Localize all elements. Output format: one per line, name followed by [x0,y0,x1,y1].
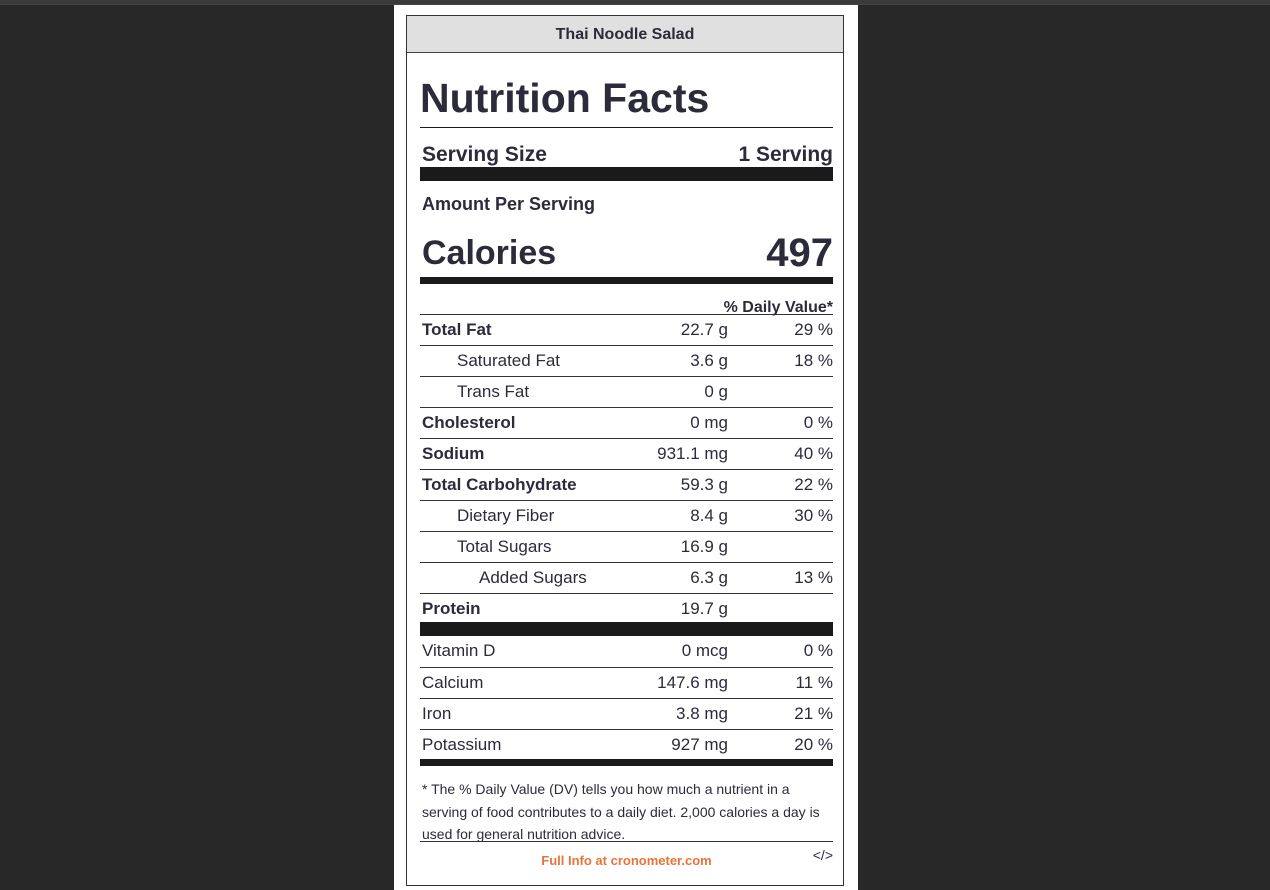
nutrient-amount: 22.7 g [680,320,728,339]
nutrient-amount: 19.7 g [680,599,728,618]
medium-divider [420,759,833,766]
serving-size-row: Serving Size 1 Serving [420,137,833,173]
daily-value-header: % Daily Value* [723,299,833,316]
nutrient-dv: 0 % [803,413,833,432]
nutrient-row: Dietary Fiber 8.4 g 30 % [420,500,833,530]
divider [420,127,833,128]
amount-per-serving: Amount Per Serving [422,194,596,214]
nutrient-dv: 13 % [794,568,833,587]
thick-divider [420,167,833,181]
top-bar [0,0,1270,5]
recipe-title: Thai Noodle Salad [407,16,843,53]
vitamin-amount: 927 mg [671,735,728,754]
vitamin-row: Iron 3.8 mg 21 % [420,698,833,728]
nutrient-name: Saturated Fat [457,351,561,370]
nutrient-name: Added Sugars [479,568,587,587]
nutrient-amount: 3.6 g [690,351,728,370]
vitamin-dv: 20 % [794,735,833,754]
nutrient-row: Added Sugars 6.3 g 13 % [420,562,833,592]
nutrient-dv: 30 % [794,506,833,525]
nutrient-row: Protein 19.7 g [420,593,833,623]
nutrient-amount: 8.4 g [690,506,728,525]
nutrient-dv: 18 % [794,351,833,370]
calories-value: 497 [766,231,833,275]
nutrient-row: Total Carbohydrate 59.3 g 22 % [420,469,833,499]
nutrient-name: Total Carbohydrate [422,475,577,494]
nutrient-row: Trans Fat 0 g [420,376,833,406]
calories-row: Calories 497 [420,228,833,278]
vitamin-name: Calcium [422,673,484,692]
nutrient-name: Cholesterol [422,413,516,432]
serving-size-value: 1 Serving [738,143,833,166]
vitamin-amount: 147.6 mg [657,673,728,692]
vitamin-dv: 21 % [794,704,833,723]
nutrient-amount: 0 g [704,382,728,401]
embed-code-icon[interactable]: </> [812,847,833,863]
nutrient-row: Total Fat 22.7 g 29 % [420,314,833,344]
nutrient-name: Total Fat [422,320,492,339]
daily-value-footnote: * The % Daily Value (DV) tells you how m… [422,781,820,842]
nutrient-name: Dietary Fiber [457,506,555,525]
nutrient-dv: 22 % [794,475,833,494]
nutrient-name: Protein [422,599,481,618]
serving-size-label: Serving Size [422,143,547,166]
nutrient-row: Cholesterol 0 mg 0 % [420,407,833,437]
vitamin-name: Potassium [422,735,502,754]
nutrient-name: Trans Fat [457,382,530,401]
nutrient-amount: 931.1 mg [657,444,728,463]
nutrient-amount: 59.3 g [680,475,728,494]
cronometer-link[interactable]: Full Info at cronometer.com [541,853,712,868]
vitamin-row: Vitamin D 0 mcg 0 % [420,636,833,666]
nutrient-row: Sodium 931.1 mg 40 % [420,438,833,468]
nutrient-dv: 29 % [794,320,833,339]
nutrient-name: Total Sugars [457,537,552,556]
nutrition-facts-title: Nutrition Facts [420,75,710,121]
nutrient-name: Sodium [422,444,485,463]
vitamin-name: Iron [422,704,452,723]
vitamin-row: Potassium 927 mg 20 % [420,729,833,759]
nutrient-row: Total Sugars 16.9 g [420,531,833,561]
nutrient-amount: 6.3 g [690,568,728,587]
nutrient-row: Saturated Fat 3.6 g 18 % [420,345,833,375]
thick-divider [420,622,833,636]
nutrient-dv: 40 % [794,444,833,463]
vitamin-name: Vitamin D [422,641,496,660]
calories-label: Calories [422,234,557,272]
nutrition-label: Thai Noodle Salad Nutrition Facts Servin… [406,15,844,886]
vitamin-amount: 3.8 mg [676,704,728,723]
vitamin-dv: 11 % [795,673,834,692]
nutrient-amount: 16.9 g [680,537,728,556]
page-canvas: Thai Noodle Salad Nutrition Facts Servin… [394,5,858,890]
vitamin-dv: 0 % [803,641,833,660]
medium-divider [420,277,833,284]
vitamin-row: Calcium 147.6 mg 11 % [420,667,833,697]
vitamin-amount: 0 mcg [681,641,728,660]
label-footer: Full Info at cronometer.com </> [420,841,833,882]
nutrient-amount: 0 mg [690,413,728,432]
